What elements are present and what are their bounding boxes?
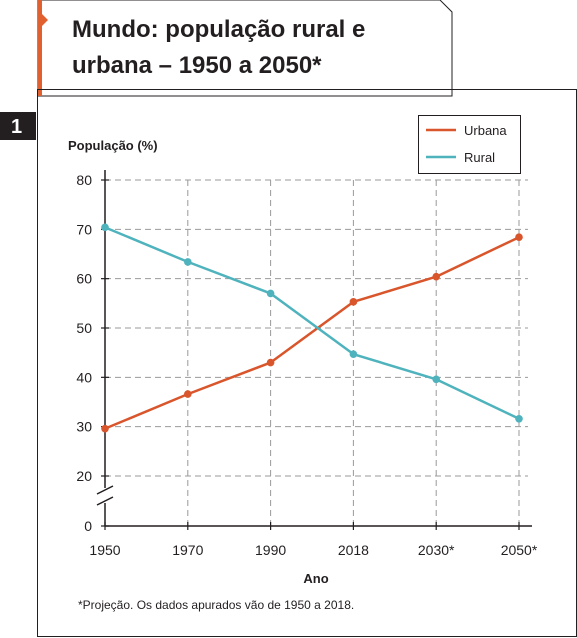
legend-rural-label: Rural	[464, 150, 495, 165]
legend-urbana-label: Urbana	[464, 123, 507, 138]
data-point-rural-1970	[184, 258, 192, 266]
axis-break-mark-upper	[96, 485, 114, 495]
gridlines	[105, 179, 528, 526]
data-point-urbana-1950	[101, 424, 109, 433]
figure-number-badge	[0, 112, 36, 140]
y-tick-label-60: 60	[76, 271, 92, 287]
title-accent-notch	[38, 10, 48, 30]
chart-title-line1: Mundo: população rural e	[72, 16, 365, 43]
y-tick-label-30: 30	[76, 419, 92, 435]
data-point-urbana-1990	[266, 358, 275, 367]
title-accent-bar	[38, 0, 42, 96]
y-tick-label-70: 70	[76, 221, 92, 237]
y-tick-label-40: 40	[76, 369, 92, 385]
x-tick-label-1990: 1990	[255, 542, 286, 558]
data-point-urbana-2050*	[515, 233, 523, 242]
legend: Urbana Rural	[418, 115, 521, 174]
data-point-rural-1950	[101, 223, 109, 232]
x-tick-label-2018: 2018	[338, 542, 369, 558]
data-point-rural-2030*	[432, 375, 441, 384]
title-panel	[37, 0, 453, 97]
series-line-rural	[104, 226, 520, 420]
y-tick-label-0: 0	[84, 518, 92, 534]
x-tick-label-2050*: 2050*	[501, 542, 538, 558]
x-axis-title: Ano	[303, 571, 328, 586]
data-point-rural-2050*	[515, 414, 523, 423]
chart-title-line2: urbana – 1950 a 2050*	[72, 52, 322, 79]
data-point-rural-1990	[266, 289, 275, 298]
x-tick-label-2030*: 2030*	[418, 542, 455, 558]
legend-box	[418, 115, 521, 174]
y-tick-label-50: 50	[76, 320, 92, 336]
data-point-urbana-1970	[184, 390, 192, 398]
footnote: *Projeção. Os dados apurados vão de 1950…	[78, 598, 354, 612]
x-tick-label-1950: 1950	[89, 542, 120, 558]
data-point-urbana-2030*	[432, 272, 441, 281]
axis-break-mark-lower	[96, 496, 114, 506]
axes: 0 20 30 40 50 60 70 80 1950 1970 1990 2018 2030* 2050…	[76, 170, 538, 558]
figure-number: 1	[11, 116, 22, 138]
data-point-rural-2018	[349, 350, 358, 358]
data-series	[101, 223, 523, 433]
y-tick-label-20: 20	[76, 468, 92, 484]
y-tick-label-80: 80	[76, 172, 92, 188]
y-axis-title: População (%)	[68, 138, 158, 153]
x-tick-label-1970: 1970	[172, 542, 203, 558]
data-point-urbana-2018	[349, 298, 358, 306]
series-line-urbana	[104, 236, 520, 430]
